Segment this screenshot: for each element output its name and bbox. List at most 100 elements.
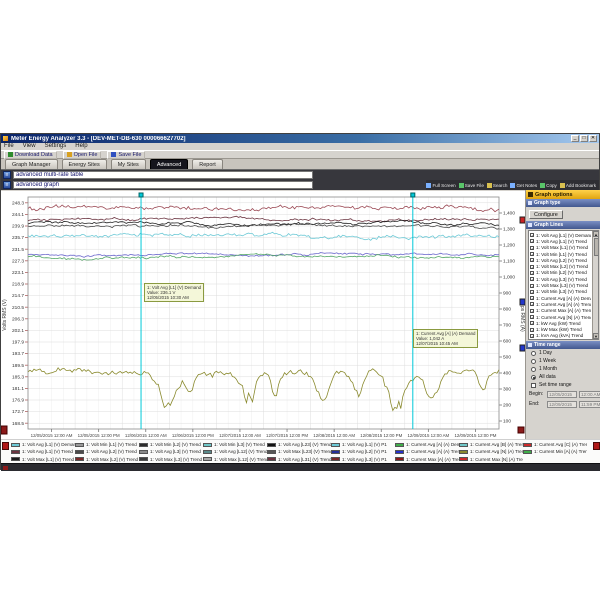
- line-checkbox[interactable]: ✓: [530, 233, 535, 239]
- svg-text:900: 900: [503, 291, 511, 297]
- tab-advanced[interactable]: Advanced: [149, 159, 189, 169]
- line-checkbox[interactable]: ✓: [530, 327, 535, 333]
- legend-entry: 1: Current Max [A] (A) Trend: [395, 456, 459, 463]
- graph-line-item[interactable]: ✓ 1: Volt Max [L2] (V) Trend: [530, 263, 591, 269]
- table-selector-field[interactable]: advanced multi-rate table: [13, 171, 313, 179]
- svg-text:600: 600: [503, 339, 511, 345]
- radio-1-day[interactable]: [531, 350, 536, 356]
- tooltip-line: 12/05/2015 10:30 AM: [147, 295, 189, 300]
- scroll-up-arrow[interactable]: ▲: [593, 231, 598, 237]
- line-checkbox[interactable]: ✓: [530, 333, 535, 339]
- scroll-down-arrow[interactable]: ▼: [593, 333, 598, 339]
- line-checkbox[interactable]: ✓: [530, 245, 535, 251]
- line-checkbox[interactable]: ✓: [530, 289, 535, 295]
- graph-line-item[interactable]: ✓ 1: Current Max [A] (A) Trend: [530, 308, 591, 314]
- minimize-button[interactable]: _: [571, 135, 579, 142]
- legend-swatch: [11, 442, 20, 447]
- open-file-icon: [66, 152, 72, 157]
- legend-label: 1: Volt Max [L2] (V) Trend: [86, 456, 139, 462]
- iconbar-button-get-notes[interactable]: Get Notes: [510, 182, 537, 188]
- graph-line-item[interactable]: ✓1: Current Avg [A] (A) Demand: [530, 295, 591, 301]
- copy-icon: [540, 182, 546, 188]
- iconbar-button-full-screen[interactable]: Full Screen: [426, 182, 456, 188]
- svg-text:700: 700: [503, 323, 511, 329]
- graph-line-item[interactable]: ✓ 1: Volt Avg [L2] (V) Trend: [530, 257, 591, 263]
- menu-file[interactable]: File: [4, 143, 14, 149]
- graph-line-item[interactable]: ✓ 1: Current Avg [A] (A) Trend: [530, 301, 591, 307]
- line-checkbox[interactable]: ✓: [530, 258, 535, 264]
- line-checkbox[interactable]: ✓: [530, 315, 535, 320]
- menu-settings[interactable]: Settings: [44, 143, 67, 149]
- svg-text:1,400: 1,400: [503, 211, 515, 217]
- graph-line-item[interactable]: ✓ 1: Volt Avg [L1] (V) Trend: [530, 238, 591, 244]
- legend-swatch: [267, 442, 276, 447]
- iconbar-button-save-file[interactable]: Save File: [458, 182, 484, 188]
- radio-1-month[interactable]: [531, 366, 536, 372]
- graph-line-item[interactable]: ✓ 1: Volt Max [L1] (V) Trend: [530, 245, 591, 251]
- line-label: 1: Volt Min [L2] (V) Trend: [536, 270, 587, 276]
- toolbar-button-download-data[interactable]: Download Data: [4, 150, 57, 159]
- radio-1-week[interactable]: [531, 358, 536, 364]
- line-checkbox[interactable]: ✓: [530, 308, 535, 314]
- line-checkbox[interactable]: ✓: [530, 270, 535, 276]
- line-checkbox[interactable]: ✓: [530, 239, 535, 245]
- legend-scroll-left[interactable]: [2, 442, 9, 450]
- graph-line-item[interactable]: ✓ 1: Volt Min [L3] (V) Trend: [530, 289, 591, 295]
- graph-line-item[interactable]: ✓ 1: Volt Min [L1] (V) Trend: [530, 251, 591, 257]
- toolbar-button-open-file[interactable]: Open File: [62, 150, 102, 159]
- end-time-field[interactable]: 11:59 PM: [579, 400, 600, 408]
- legend-swatch: [267, 457, 276, 462]
- iconbar-button-copy[interactable]: Copy: [540, 182, 557, 188]
- legend-label: 1: Current Min [A] (A) Trend: [534, 449, 587, 455]
- scroll-thumb[interactable]: [593, 238, 598, 256]
- advanced-graph-chart[interactable]: 248.3 244.1 239.9 235.7 231.5 227.3 223.1 218.9…: [0, 191, 526, 439]
- iconbar-button-add-bookmark[interactable]: Add Bookmark: [559, 182, 596, 188]
- line-checkbox[interactable]: ✓: [530, 277, 535, 283]
- radio-all-data[interactable]: [531, 374, 536, 380]
- main-toolbar: Download Data Open File Save File: [1, 150, 599, 159]
- line-checkbox[interactable]: ✓: [530, 264, 535, 270]
- begin-date-field[interactable]: 12/05/2015: [547, 390, 577, 398]
- toolbar-button-save-file[interactable]: Save File: [107, 150, 146, 159]
- menu-help[interactable]: Help: [75, 143, 88, 149]
- legend-swatch: [395, 449, 404, 454]
- legend-label: 1: Volt Avg [L23] (V) Trend: [278, 442, 331, 448]
- iconbar-label: Save File: [464, 182, 484, 188]
- legend-swatch: [11, 449, 20, 454]
- begin-time-field[interactable]: 12:00 AM: [579, 390, 600, 398]
- graph-line-item[interactable]: ✓ 1: Volt Max [L3] (V) Trend: [530, 282, 591, 288]
- tab-energy-sites[interactable]: Energy Sites: [61, 159, 107, 169]
- menu-view[interactable]: View: [22, 143, 36, 149]
- legend-label: 1: Current Avg [A] (A) Trend: [406, 449, 459, 455]
- graph-line-item[interactable]: ✓ 1: Current Avg [N] (A) Trend: [530, 314, 591, 320]
- iconbar-button-search[interactable]: Search: [486, 182, 507, 188]
- tab-graph-manager[interactable]: Graph Manager: [5, 159, 58, 169]
- line-checkbox[interactable]: ✓: [530, 302, 535, 308]
- legend-scroll-right[interactable]: [593, 442, 600, 450]
- line-checkbox[interactable]: ✓: [530, 321, 535, 327]
- get-notes-icon: [510, 182, 516, 188]
- lines-scrollbar[interactable]: ▲ ▼: [592, 231, 598, 339]
- legend-label: 1: Volt Avg [L1] (V) Trend: [22, 449, 73, 455]
- line-checkbox[interactable]: ✓: [530, 296, 535, 302]
- end-date-field[interactable]: 12/09/2015: [547, 400, 577, 408]
- close-button[interactable]: ✕: [589, 135, 597, 142]
- graph-line-item[interactable]: ✓ 1: kW Max (kW) Trend: [530, 326, 591, 332]
- graph-line-item[interactable]: ✓ 1: kVA Avg (kVA) Trend: [530, 333, 591, 339]
- maximize-button[interactable]: □: [580, 135, 588, 142]
- legend-swatch: [331, 449, 340, 454]
- configure-button[interactable]: Configure: [529, 209, 563, 219]
- line-checkbox[interactable]: ✓: [530, 252, 535, 258]
- set-time-range-checkbox[interactable]: [531, 382, 536, 388]
- tab-my-sites[interactable]: My Sites: [110, 159, 146, 169]
- graph-line-item[interactable]: ✓ 1: kW Avg (kW) Trend: [530, 320, 591, 326]
- graph-line-item[interactable]: ✓ 1: Volt Min [L2] (V) Trend: [530, 270, 591, 276]
- tab-report[interactable]: Report: [192, 159, 223, 169]
- graph-selector-field[interactable]: advanced graph: [13, 181, 313, 189]
- line-checkbox[interactable]: ✓: [530, 283, 535, 289]
- radio-row-1-month: 1 Month: [526, 365, 600, 373]
- graph-line-item[interactable]: ✓ 1: Volt Avg [L1] (V) Demand: [530, 232, 591, 238]
- line-label: 1: Volt Max [L1] (V) Trend: [536, 245, 589, 251]
- graph-line-item[interactable]: ✓ 1: Volt Avg [L3] (V) Trend: [530, 276, 591, 282]
